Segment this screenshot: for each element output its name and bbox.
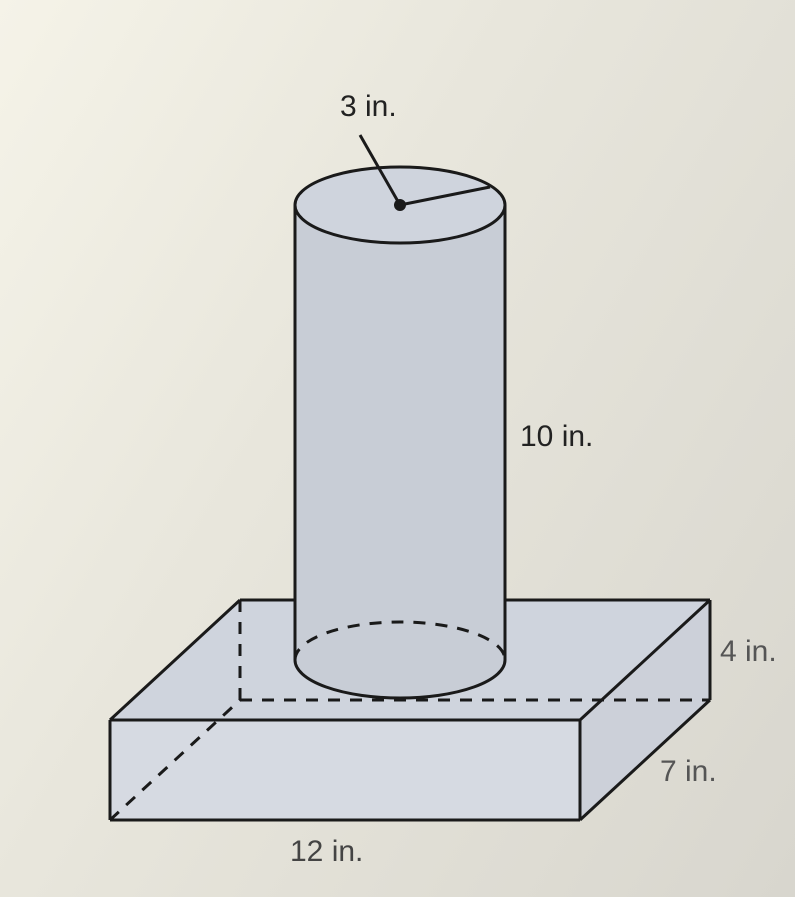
label-prism-width: 12 in.: [290, 835, 363, 869]
prism-front-face: [110, 720, 580, 820]
label-prism-depth: 7 in.: [660, 755, 717, 789]
label-prism-height: 4 in.: [720, 635, 777, 669]
diagram-stage: 3 in. 10 in. 4 in. 7 in. 12 in.: [0, 0, 795, 897]
cylinder-body: [295, 205, 505, 698]
label-cylinder-height: 10 in.: [520, 420, 593, 454]
label-radius: 3 in.: [340, 90, 397, 124]
